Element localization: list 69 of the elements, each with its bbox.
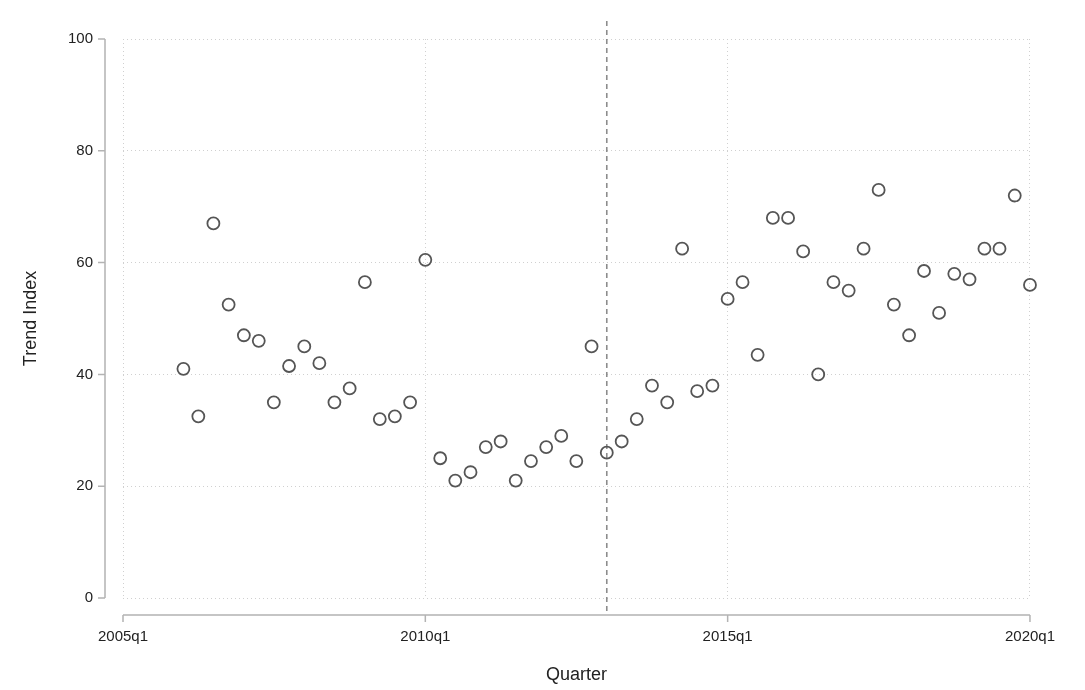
point bbox=[251, 333, 266, 348]
point bbox=[1023, 278, 1037, 292]
point bbox=[735, 275, 750, 290]
point bbox=[418, 252, 433, 267]
point bbox=[191, 409, 206, 424]
point bbox=[236, 328, 251, 343]
point bbox=[962, 272, 977, 287]
point bbox=[1007, 188, 1022, 203]
point bbox=[433, 451, 448, 466]
point bbox=[206, 216, 221, 231]
point bbox=[478, 440, 493, 454]
point bbox=[705, 378, 720, 393]
y-tick-label: 20 bbox=[76, 476, 93, 494]
point bbox=[584, 339, 599, 354]
point bbox=[599, 445, 614, 460]
point bbox=[826, 275, 841, 290]
y-tick-label: 40 bbox=[76, 364, 93, 382]
point bbox=[720, 292, 735, 306]
point bbox=[886, 297, 901, 312]
point bbox=[539, 440, 554, 454]
point bbox=[493, 434, 508, 449]
point bbox=[992, 241, 1007, 256]
y-tick-label: 60 bbox=[76, 252, 93, 270]
point bbox=[765, 210, 780, 225]
point bbox=[372, 412, 387, 427]
y-tick-label: 0 bbox=[84, 588, 93, 606]
y-tick-label: 80 bbox=[76, 140, 93, 158]
point bbox=[856, 241, 871, 256]
point bbox=[312, 356, 327, 371]
point bbox=[357, 275, 372, 290]
x-tick-label: 2015q1 bbox=[702, 627, 753, 645]
x-tick-label: 2020q1 bbox=[1004, 627, 1055, 645]
x-tick-label: 2010q1 bbox=[400, 627, 451, 645]
point bbox=[660, 395, 675, 410]
point bbox=[811, 367, 826, 382]
point bbox=[569, 454, 584, 468]
point bbox=[917, 264, 931, 278]
point bbox=[947, 266, 962, 281]
point bbox=[614, 434, 629, 449]
point bbox=[524, 454, 538, 468]
point bbox=[282, 359, 296, 373]
point bbox=[750, 347, 765, 362]
point bbox=[645, 378, 659, 393]
y-axis-title: Trend Index bbox=[19, 270, 40, 367]
point bbox=[327, 395, 342, 410]
point bbox=[342, 381, 357, 396]
point bbox=[554, 428, 569, 443]
point bbox=[902, 328, 917, 343]
point bbox=[266, 395, 281, 410]
point bbox=[675, 241, 690, 256]
x-tick-label: 2005q1 bbox=[97, 627, 149, 645]
point bbox=[629, 412, 644, 427]
point bbox=[977, 241, 992, 256]
point bbox=[387, 409, 402, 424]
point bbox=[463, 465, 478, 480]
point bbox=[796, 244, 811, 259]
point bbox=[781, 210, 795, 225]
point bbox=[690, 384, 705, 399]
point bbox=[508, 473, 523, 488]
point bbox=[297, 339, 312, 354]
point bbox=[403, 395, 417, 410]
point bbox=[932, 306, 946, 320]
point bbox=[841, 283, 856, 298]
y-tick-label: 100 bbox=[67, 29, 93, 47]
point bbox=[871, 183, 886, 197]
point bbox=[176, 361, 191, 376]
x-axis-title: Quarter bbox=[545, 664, 607, 685]
point bbox=[448, 473, 463, 488]
point bbox=[221, 297, 236, 312]
